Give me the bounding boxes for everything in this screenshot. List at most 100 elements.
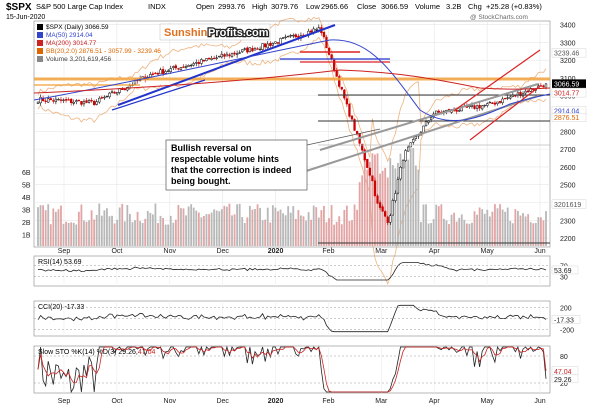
volume-bar — [254, 208, 256, 246]
volume-bar — [335, 221, 338, 246]
volume-bar — [162, 218, 164, 246]
volume-bar — [356, 209, 358, 246]
candle-body — [44, 100, 47, 102]
volume-bar — [302, 216, 305, 246]
rsi-axis: 703053.69 — [551, 263, 579, 282]
volume-bar — [241, 217, 244, 246]
cci-tag-text: -17.33 — [554, 317, 574, 324]
candle-body — [70, 98, 73, 104]
candle-body — [197, 62, 200, 64]
candle-body — [123, 88, 126, 91]
volume-bar — [394, 168, 397, 246]
candle-body — [470, 104, 474, 107]
legend-entry: BB(20,2.0) 2876.51 - 3057.99 - 3239.46 — [46, 48, 161, 55]
candle-body — [429, 117, 433, 120]
price-tag-text: 2876.51 — [554, 115, 579, 122]
volume-bar — [425, 204, 427, 246]
volume-bar — [136, 211, 139, 246]
volume-bar — [159, 215, 162, 246]
candle-body — [72, 101, 75, 104]
volume-bar — [517, 210, 519, 246]
candle-body — [243, 48, 246, 50]
volume-tick-label: 4B — [22, 195, 31, 202]
candle-body — [233, 52, 236, 55]
volume-bar — [488, 216, 491, 246]
volume-bar — [228, 203, 231, 246]
volume-bar — [116, 219, 119, 246]
volume-bar — [185, 215, 187, 246]
candle-body — [174, 65, 178, 69]
sto-label: Slow STO %K(14) %D(3) 29.26,47.04 — [38, 349, 155, 356]
volume-bar — [60, 205, 62, 246]
volume-bar — [353, 204, 356, 246]
volume-bar — [384, 167, 387, 246]
volume-bar — [361, 175, 364, 246]
price-tag-box — [551, 48, 587, 58]
volume-bar — [323, 206, 325, 246]
candle-body — [264, 43, 267, 48]
sto-d-line — [37, 346, 547, 393]
price-tag-box — [551, 199, 587, 209]
candle-body — [271, 43, 275, 46]
rsi-tag-text: 53.69 — [554, 268, 572, 275]
volume-bar — [307, 212, 310, 246]
rsi-lines — [34, 262, 550, 281]
volume-bar — [504, 211, 507, 246]
candle-body — [519, 91, 522, 97]
volume-bar — [98, 203, 101, 246]
volume-bar — [243, 223, 246, 246]
sto-tag-text: 47.04 — [554, 369, 572, 376]
volume-bar — [277, 211, 279, 246]
cci-tag-box — [551, 315, 581, 324]
candle-body — [338, 76, 341, 87]
candle-body — [156, 72, 160, 75]
volume-tick-label: 2B — [22, 220, 31, 227]
candle-body — [195, 62, 198, 64]
candle-body — [498, 101, 502, 103]
header-symbol: $SPX — [6, 2, 32, 13]
candle-body — [491, 102, 494, 104]
x-tick-label: Feb — [322, 398, 334, 405]
grey-channel-upper — [319, 83, 539, 151]
price-tag-text: 3066.59 — [554, 81, 579, 88]
price-tag-box — [551, 113, 587, 122]
candle-body — [343, 89, 346, 99]
volume-bar — [37, 207, 39, 246]
x-tick-label: Dec — [216, 398, 229, 405]
volume-bar — [448, 224, 450, 246]
volume-bar — [414, 165, 417, 246]
legend-swatch — [37, 56, 43, 62]
candle-body — [276, 42, 280, 44]
legend-swatch — [37, 40, 43, 46]
volume-bar — [123, 221, 126, 246]
volume-bar — [154, 203, 157, 246]
volume-bar — [172, 222, 175, 246]
volume-bar — [440, 204, 443, 246]
volume-bar — [174, 219, 177, 246]
high-label: High — [252, 2, 267, 11]
volume-bar — [169, 215, 172, 246]
volume-bar — [269, 222, 272, 246]
candle-body — [378, 202, 382, 208]
candle-body — [57, 98, 60, 101]
volume-bar — [310, 219, 313, 246]
volume-bar — [430, 223, 433, 246]
candle-body — [414, 136, 417, 139]
close-value: 3066.59 — [381, 2, 408, 11]
candle-body — [506, 97, 509, 99]
candle-body — [100, 97, 103, 99]
candle-body — [274, 41, 277, 44]
volume-bar — [128, 213, 131, 246]
candle-body — [373, 180, 377, 197]
volume-bar — [77, 211, 80, 246]
volume-bar — [473, 211, 476, 246]
candle-body — [542, 85, 545, 88]
volume-bar — [317, 217, 320, 246]
volume-label: Volume — [415, 2, 440, 11]
volume-bar — [402, 169, 404, 246]
x-tick-label: May — [480, 248, 494, 255]
ohlc-readout: Open 2993.76 High 3079.76 Low 2965.66 Cl… — [196, 2, 542, 11]
volume-bar — [85, 221, 88, 246]
volume-bar — [358, 182, 361, 246]
volume-bar — [220, 209, 223, 246]
